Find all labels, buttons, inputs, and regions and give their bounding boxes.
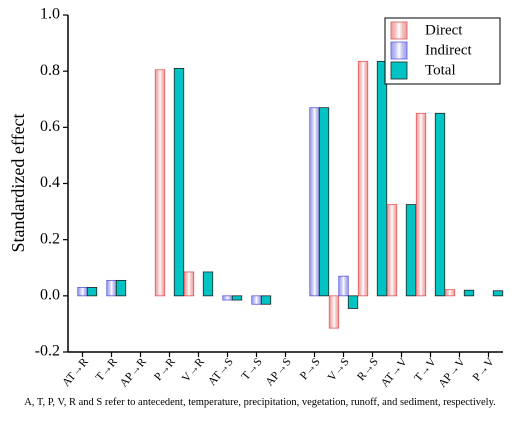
bar: [154, 69, 166, 297]
bar: [106, 279, 117, 297]
x-tick-label: P→V: [471, 355, 497, 383]
y-axis-label: Standardized effect: [8, 113, 28, 252]
y-tick-label: 1.0: [40, 6, 60, 23]
x-tick-label: AP→V: [436, 355, 468, 390]
x-tick-label: T→S: [240, 356, 265, 383]
bar: [415, 112, 427, 297]
bar: [434, 112, 446, 297]
bar: [347, 295, 359, 309]
legend-swatch: [390, 21, 408, 40]
y-tick-label: 0.0: [40, 287, 60, 304]
bar: [222, 295, 233, 301]
y-tick-label: 0.4: [40, 174, 60, 191]
x-tick-label: AT→S: [206, 356, 236, 388]
x-tick-label: T→R: [94, 356, 120, 384]
x-tick-label: P→S: [298, 356, 323, 382]
bar: [357, 60, 369, 297]
x-tick-label: AP→R: [118, 356, 149, 390]
bar: [492, 290, 504, 297]
x-tick-label: R→S: [355, 356, 381, 383]
bar: [386, 204, 398, 297]
bar: [463, 289, 475, 297]
bar: [173, 67, 185, 297]
y-tick-label: 0.2: [40, 230, 60, 247]
x-tick-label: V→S: [326, 356, 352, 384]
bar: [405, 204, 417, 297]
x-tick-label: AT→R: [60, 356, 91, 389]
bar: [328, 295, 340, 329]
bar: [251, 295, 262, 305]
x-tick-label: T→V: [412, 355, 439, 384]
bar: [309, 107, 320, 297]
bar: [318, 107, 330, 297]
legend-label: Indirect: [425, 42, 472, 58]
bar: [115, 279, 127, 297]
x-tick-label: AP→S: [264, 356, 294, 389]
bar: [86, 287, 98, 297]
x-tick-label: P→R: [152, 356, 178, 384]
bar: [183, 271, 195, 297]
bar: [202, 271, 214, 297]
y-tick-label: 0.8: [40, 62, 60, 79]
bar: [376, 60, 388, 297]
x-tick-label: AT→V: [379, 355, 410, 389]
legend-label: Total: [425, 62, 456, 78]
bar: [231, 295, 243, 301]
x-tick-label: V→R: [180, 356, 207, 385]
legend-swatch: [390, 41, 408, 60]
legend-swatch: [390, 61, 408, 80]
bar: [444, 289, 456, 297]
y-tick-label: 0.6: [40, 118, 60, 135]
bar: [77, 287, 88, 297]
legend-label: Direct: [425, 22, 463, 38]
y-tick-label: -0.2: [35, 343, 60, 360]
footnote: A, T, P, V, R and S refer to antecedent,…: [24, 397, 496, 408]
bar: [338, 275, 349, 297]
bar: [260, 295, 272, 305]
